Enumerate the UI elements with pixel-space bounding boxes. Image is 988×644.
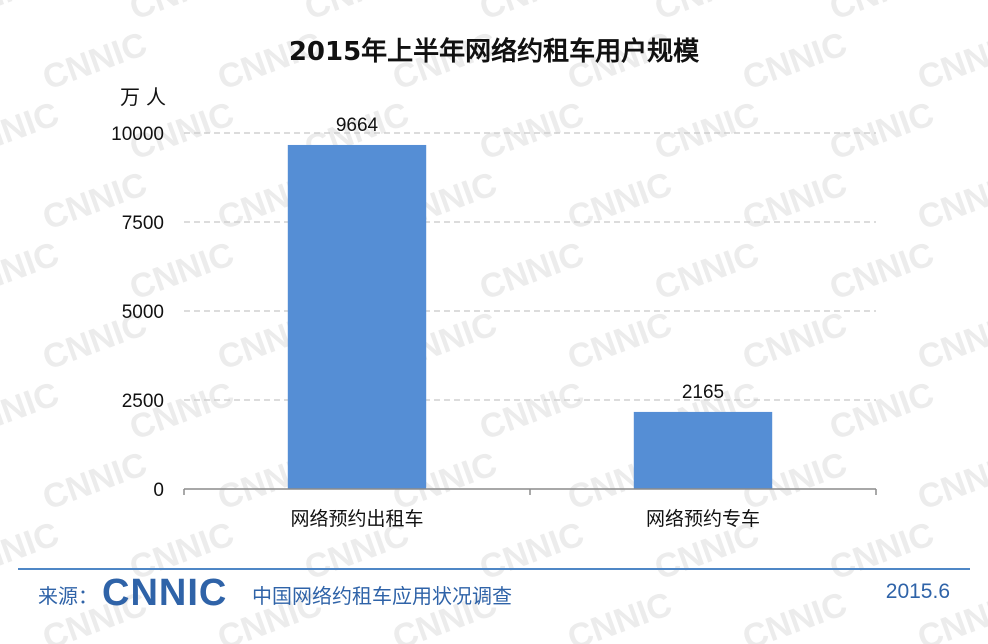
y-tick-label: 7500 bbox=[122, 213, 164, 234]
survey-name: 中国网络约租车应用状况调查 bbox=[252, 584, 512, 608]
footer: 来源： CNNIC 中国网络约租车应用状况调查 2015.6 bbox=[38, 572, 958, 618]
y-axis-ticks: 0 2500 5000 7500 10000 bbox=[111, 124, 164, 501]
y-tick-label: 10000 bbox=[111, 124, 164, 145]
chart-title: 2015年上半年网络约租车用户规模 bbox=[289, 36, 700, 67]
source-label: 来源： bbox=[38, 584, 98, 608]
bar-chart: 2015年上半年网络约租车用户规模 万人 025005000750010000 … bbox=[111, 36, 877, 530]
bar bbox=[633, 411, 773, 489]
cnnic-logo: CNNIC bbox=[102, 572, 228, 614]
category-label: 网络预约专车 bbox=[646, 508, 760, 530]
y-tick-label: 0 bbox=[153, 480, 164, 501]
data-label: 9664 bbox=[336, 115, 379, 136]
bar bbox=[287, 144, 427, 489]
report-date: 2015.6 bbox=[885, 580, 950, 603]
category-label: 网络预约出租车 bbox=[290, 508, 423, 530]
y-tick-label: 5000 bbox=[122, 302, 164, 323]
x-axis bbox=[183, 488, 877, 495]
y-tick-label: 2500 bbox=[122, 391, 164, 412]
bars: 9664 网络预约出租车 2165 网络预约专车 bbox=[287, 115, 773, 530]
y-axis-unit: 万人 bbox=[120, 85, 172, 109]
footer-divider bbox=[18, 568, 970, 570]
data-label: 2165 bbox=[682, 382, 724, 403]
